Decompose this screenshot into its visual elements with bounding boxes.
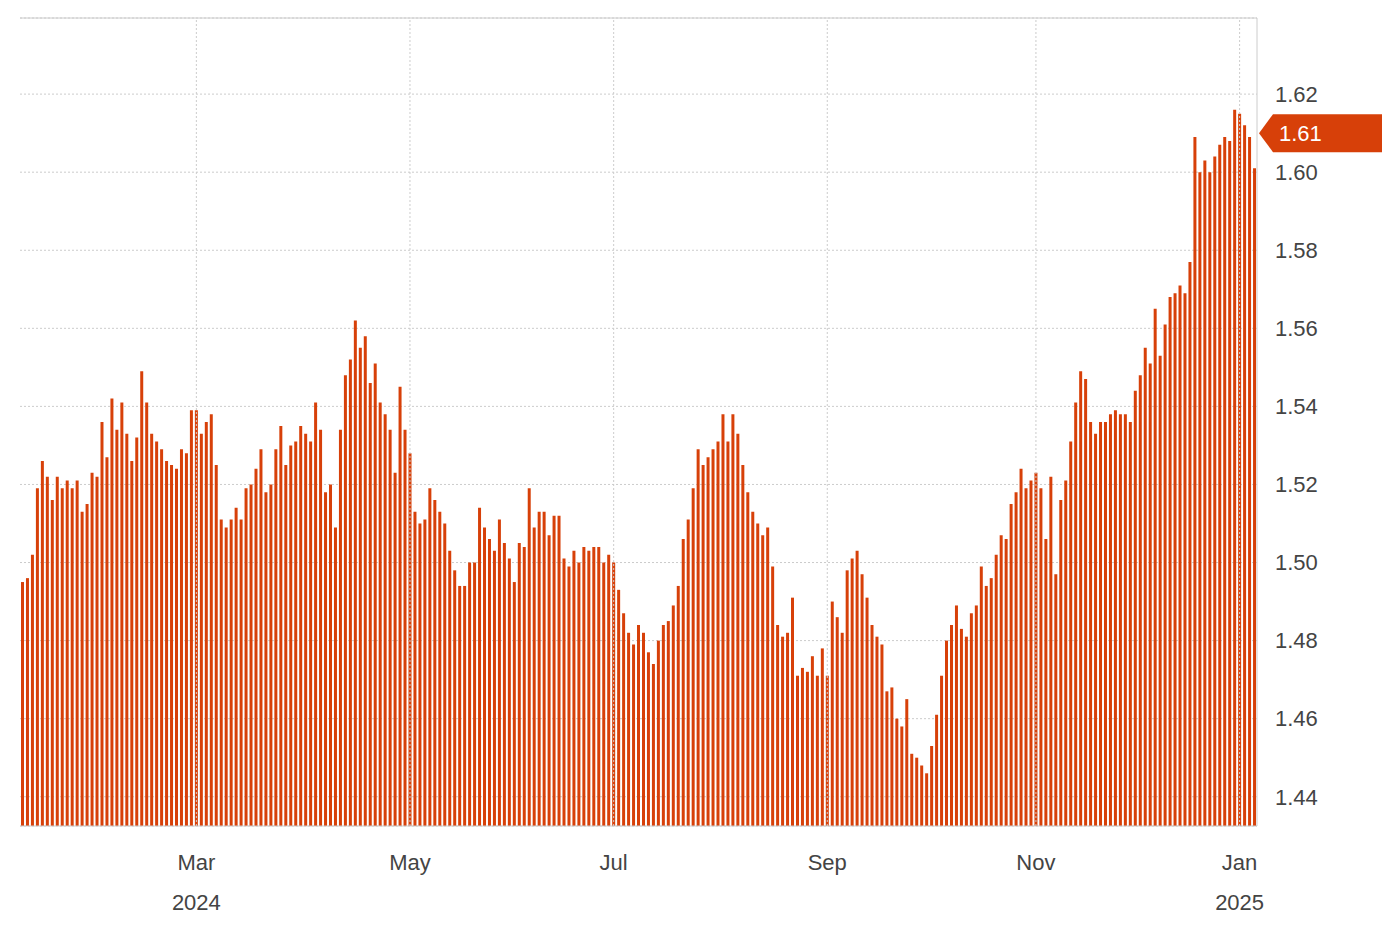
svg-text:1.58: 1.58 xyxy=(1275,238,1318,263)
svg-text:1.52: 1.52 xyxy=(1275,472,1318,497)
svg-text:1.62: 1.62 xyxy=(1275,82,1318,107)
svg-text:May: May xyxy=(389,850,431,875)
svg-text:1.48: 1.48 xyxy=(1275,628,1318,653)
svg-text:1.60: 1.60 xyxy=(1275,160,1318,185)
svg-text:Nov: Nov xyxy=(1016,850,1055,875)
svg-text:1.56: 1.56 xyxy=(1275,316,1318,341)
svg-text:Sep: Sep xyxy=(808,850,847,875)
svg-text:Jan2025: Jan2025 xyxy=(1215,850,1264,915)
svg-text:1.61: 1.61 xyxy=(1279,121,1322,146)
svg-text:Mar2024: Mar2024 xyxy=(172,850,221,915)
svg-text:1.44: 1.44 xyxy=(1275,785,1318,810)
svg-text:Jul: Jul xyxy=(600,850,628,875)
svg-text:1.46: 1.46 xyxy=(1275,706,1318,731)
svg-text:1.54: 1.54 xyxy=(1275,394,1318,419)
svg-text:1.50: 1.50 xyxy=(1275,550,1318,575)
